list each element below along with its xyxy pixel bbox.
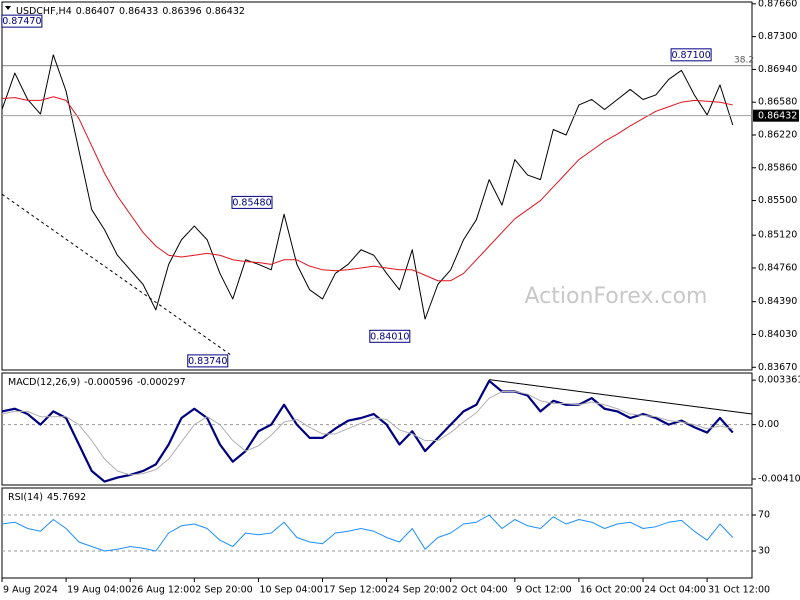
x-tick-label: 2 Oct 04:00: [452, 585, 508, 596]
panel-title: MACD(12,26,9): [8, 377, 80, 388]
x-tick-label: 9 Aug 2024: [3, 585, 58, 596]
y-tick-label: 0.84030: [758, 329, 797, 340]
price-label: 0.87100: [671, 50, 710, 61]
last-price-label: 0.86432: [758, 111, 797, 122]
y-tick-label: 0.86220: [758, 129, 797, 140]
price-label-box: [231, 195, 273, 209]
y-tick-label: 0.87660: [758, 0, 797, 9]
panel-title: USDCHF,H4: [16, 6, 72, 17]
panel-title: RSI(14): [8, 492, 43, 503]
y-tick-label: 0.85120: [758, 230, 797, 241]
price-label-box: [187, 354, 229, 368]
y-tick-label: 30: [758, 546, 770, 557]
y-tick-label: 0.85860: [758, 162, 797, 173]
y-tick-label: 0.86940: [758, 64, 797, 75]
price-label-box: [670, 48, 712, 62]
x-tick-label: 9 Oct 12:00: [516, 585, 572, 596]
y-tick-label: 0.84760: [758, 262, 797, 273]
price-label-box: [369, 329, 411, 343]
header-value: 0.86433: [119, 6, 158, 17]
series-line: [1, 514, 734, 552]
header-value: -0.000596: [84, 377, 133, 388]
panel-header: MACD(12,26,9) -0.000596 -0.000297: [8, 377, 186, 388]
trendline: [489, 379, 753, 415]
y-tick-label: 70: [758, 510, 770, 521]
y-tick-label: 0.00: [758, 419, 779, 430]
price-label: 0.83740: [188, 356, 227, 367]
y-tick-label: 0.83670: [758, 362, 797, 373]
header-value: -0.000297: [137, 377, 186, 388]
x-tick-label: 16 Oct 20:00: [580, 585, 642, 596]
series-line: [1, 96, 733, 282]
y-tick-label: -0.004108: [758, 474, 800, 485]
y-tick-label: 0.003361: [758, 375, 800, 386]
watermark: ActionForex.com: [525, 284, 708, 309]
series-line: [1, 391, 733, 476]
x-tick-label: 24 Oct 04:00: [644, 585, 706, 596]
y-tick-label: 0.84390: [758, 296, 797, 307]
price-label: 0.84010: [370, 331, 409, 342]
price-label: 0.85480: [232, 197, 271, 208]
panel-frame: [1, 372, 753, 486]
header-value: 0.86396: [162, 6, 201, 17]
header-value: 0.86432: [206, 6, 245, 17]
x-tick-label: 10 Sep 04:00: [259, 585, 322, 596]
price-label: 0.87470: [2, 16, 41, 27]
header-value: 0.86407: [76, 6, 115, 17]
panel-header: RSI(14) 45.7692: [8, 492, 86, 503]
x-tick-label: 19 Aug 04:00: [67, 585, 131, 596]
x-tick-label: 31 Oct 12:00: [708, 585, 770, 596]
header-value: 45.7692: [47, 492, 86, 503]
fib-label: 38.2: [734, 55, 754, 65]
panel-frame: [1, 487, 753, 579]
panel-header: USDCHF,H4 0.86407 0.86433 0.86396 0.86432: [16, 6, 245, 17]
panel-frame: [1, 1, 753, 371]
y-tick-label: 0.85500: [758, 195, 797, 206]
menu-arrow: [5, 6, 11, 10]
x-tick-label: 26 Aug 12:00: [131, 585, 195, 596]
y-tick-label: 0.86580: [758, 97, 797, 108]
x-tick-label: 17 Sep 12:00: [324, 585, 387, 596]
series-line: [1, 379, 734, 483]
x-tick-label: 24 Sep 20:00: [388, 585, 451, 596]
last-price-box: [753, 109, 799, 122]
trendline: [1, 193, 234, 357]
series-line: [1, 54, 734, 320]
price-label-box: [1, 14, 43, 28]
x-tick-label: 2 Sep 20:00: [195, 585, 252, 596]
y-tick-label: 0.87300: [758, 31, 797, 42]
